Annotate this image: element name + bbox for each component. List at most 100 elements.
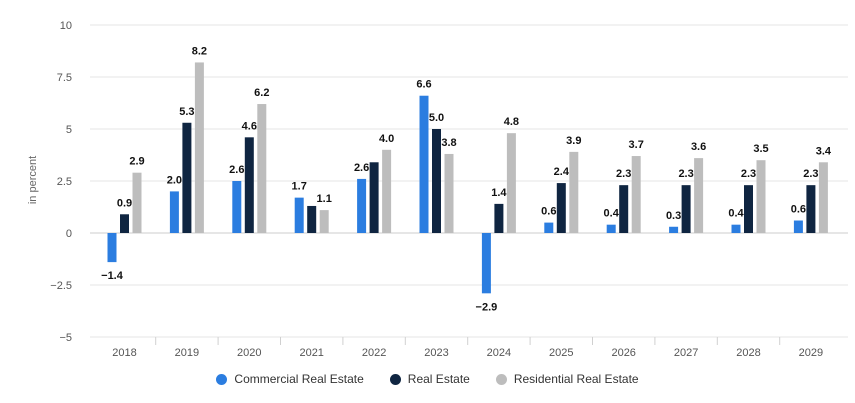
data-label: 2.3 [616,168,631,180]
data-label: 2.6 [354,162,369,174]
bar[interactable] [494,203,504,233]
y-axis-label: in percent [27,156,39,204]
data-label: 0.9 [117,197,132,209]
bar[interactable] [669,226,679,233]
bar[interactable] [481,233,491,294]
x-tick-label: 2018 [112,347,136,359]
data-label: 3.8 [441,137,456,149]
data-label: 1.7 [292,181,307,193]
x-tick-label: 2021 [299,347,323,359]
bar[interactable] [382,149,392,233]
bar-chart: −5 −2.5 0 2.5 5 7.5 10 in percent 2018 2019 2020… [27,20,848,359]
bar[interactable] [194,62,204,233]
y-axis: −5 −2.5 0 2.5 5 7.5 10 [50,20,72,344]
data-label: 0.4 [728,208,744,220]
legend-swatch-real-estate [389,373,401,385]
data-label: 2.3 [741,168,756,180]
data-label: 1.4 [491,187,507,199]
data-label: 6.6 [416,79,431,91]
y-tick-label: 10 [60,20,72,32]
bar[interactable] [244,137,254,233]
x-tick-label: 2020 [237,347,261,359]
legend: Commercial Real Estate Real Estate Resid… [0,372,855,386]
bar[interactable] [556,183,566,233]
y-tick-label: −5 [59,332,72,344]
data-label: 5.0 [429,112,444,124]
bar[interactable] [806,185,816,233]
x-tick-label: 2025 [549,347,573,359]
data-label: 4.0 [379,133,394,145]
data-label: 0.6 [541,206,556,218]
x-tick-label: 2019 [175,347,199,359]
x-tick-label: 2026 [611,347,635,359]
y-tick-label: 0 [66,228,72,240]
data-label: 3.6 [691,141,706,153]
data-label: −2.9 [476,301,498,313]
bar[interactable] [731,224,741,233]
bar[interactable] [444,153,454,233]
data-label: 3.5 [753,143,768,155]
legend-swatch-residential [495,373,507,385]
data-label: 4.6 [242,120,257,132]
bar[interactable] [744,185,753,233]
x-tick-label: 2029 [799,347,823,359]
legend-label-commercial: Commercial Real Estate [234,372,364,386]
bar[interactable] [294,197,304,233]
bar[interactable] [569,151,579,233]
legend-swatch-commercial [216,373,228,385]
data-label: 3.7 [629,139,644,151]
bar[interactable] [506,133,516,233]
y-tick-label: 7.5 [57,72,72,84]
bar[interactable] [120,214,129,233]
bar[interactable] [619,185,629,233]
bar[interactable] [369,162,379,233]
y-tick-label: 5 [66,124,72,136]
bar[interactable] [631,156,641,233]
bar[interactable] [818,162,828,233]
data-label: 2.3 [803,168,818,180]
data-label: 2.9 [129,156,144,168]
data-label: 1.1 [317,193,332,205]
data-label: 5.3 [179,106,194,118]
bar[interactable] [132,172,142,233]
y-tick-label: 2.5 [57,176,72,188]
bar[interactable] [793,220,803,233]
data-label: 2.4 [554,166,570,178]
bar[interactable] [107,233,117,263]
data-labels: −1.4 2.0 2.6 1.7 2.6 6.6 −2.9 0.6 0.4 0.3 0.4 0.6 0.… [101,45,832,313]
bar[interactable] [419,95,429,233]
data-label: 2.3 [678,168,693,180]
x-tick-label: 2024 [487,347,511,359]
data-label: 2.0 [167,174,182,186]
data-label: −1.4 [101,270,124,282]
legend-item-residential[interactable]: Residential Real Estate [495,372,639,386]
x-tick-label: 2022 [362,347,386,359]
x-tick-label: 2027 [674,347,698,359]
legend-label-real-estate: Real Estate [407,372,470,386]
bar[interactable] [169,191,179,233]
bar[interactable] [681,185,691,233]
bar[interactable] [694,158,704,233]
y-tick-label: −2.5 [50,280,72,292]
legend-item-commercial[interactable]: Commercial Real Estate [216,372,364,386]
bar[interactable] [606,224,616,233]
bar[interactable] [432,129,441,233]
bar[interactable] [544,222,554,233]
legend-label-residential: Residential Real Estate [513,372,639,386]
bar[interactable] [756,160,766,233]
grid-lines [90,24,848,338]
data-label: 4.8 [504,116,519,128]
x-tick-label: 2023 [424,347,448,359]
data-label: 3.9 [566,135,581,147]
bar[interactable] [232,181,242,233]
legend-item-real-estate[interactable]: Real Estate [389,372,470,386]
x-axis: 2018 2019 2020 2021 2022 2023 2024 2025 2026 2027… [112,337,823,359]
data-label: 8.2 [192,45,207,57]
bar[interactable] [319,210,329,233]
bar[interactable] [182,122,192,233]
bar[interactable] [257,104,267,233]
data-label: 6.2 [254,87,269,99]
bar[interactable] [357,178,367,233]
data-label: 0.3 [666,210,681,222]
bar[interactable] [307,205,317,233]
